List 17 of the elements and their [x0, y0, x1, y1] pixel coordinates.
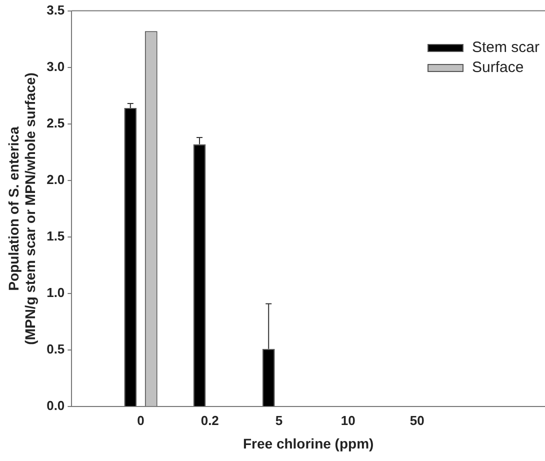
- x-tick-label: 0: [137, 412, 144, 428]
- y-axis-title: Population of S. enterica (MPN/g stem scar or MPN/whole surface): [5, 72, 38, 345]
- y-tick-label: 3.5: [46, 2, 65, 18]
- y-tick-label: 1.0: [46, 285, 65, 300]
- x-axis-title: Free chlorine (ppm): [242, 435, 374, 452]
- legend-label: Stem scar: [472, 39, 540, 56]
- legend-label: Surface: [472, 59, 524, 76]
- y-tick-label: 0.5: [46, 342, 65, 357]
- y-tick-label: 3.0: [46, 58, 65, 74]
- x-tick-label: 0.2: [200, 412, 219, 428]
- y-tick-label: 0.0: [46, 398, 65, 414]
- y-tick-label: 2.5: [46, 115, 65, 130]
- y-tick-label: 2.0: [46, 172, 65, 188]
- y-tick-label: 1.5: [46, 228, 65, 244]
- x-tick-label: 5: [275, 412, 283, 428]
- x-tick-label: 10: [340, 412, 356, 428]
- x-tick-label: 50: [410, 412, 424, 428]
